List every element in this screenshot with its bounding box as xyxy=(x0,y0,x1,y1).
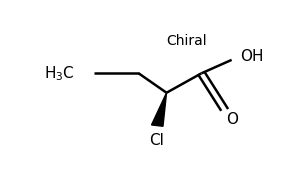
Text: $\mathregular{H_3C}$: $\mathregular{H_3C}$ xyxy=(44,64,75,83)
Text: O: O xyxy=(226,112,238,127)
Polygon shape xyxy=(152,93,166,126)
Text: Chiral: Chiral xyxy=(166,34,207,48)
Text: Cl: Cl xyxy=(148,133,164,148)
Text: OH: OH xyxy=(240,49,263,64)
